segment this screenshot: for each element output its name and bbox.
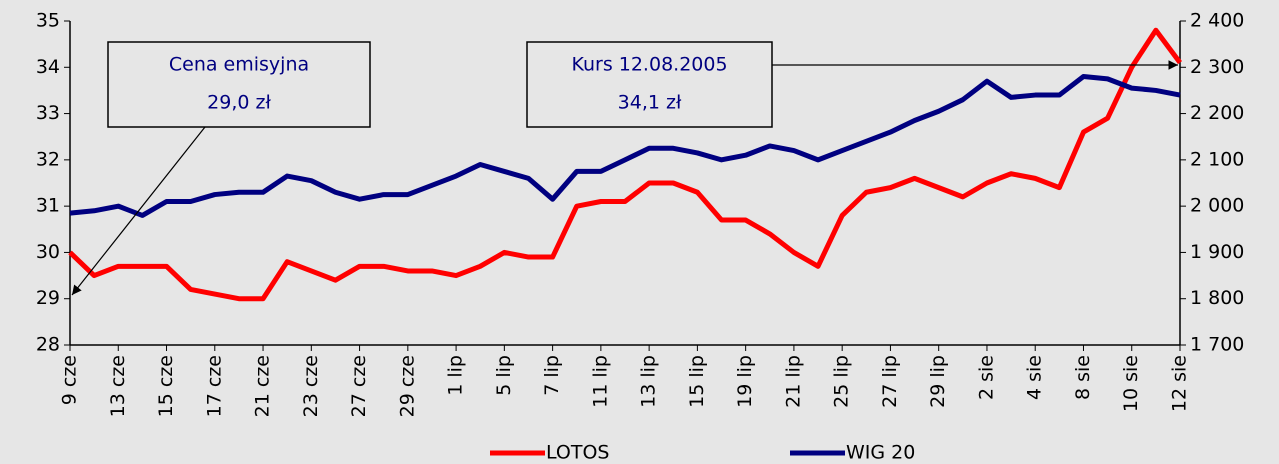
annotation-text: 34,1 zł xyxy=(618,92,682,114)
y2-tick-label: 2 300 xyxy=(1190,56,1244,78)
y2-tick-label: 2 000 xyxy=(1190,195,1244,217)
legend-label: WIG 20 xyxy=(846,442,915,464)
y-tick-label: 28 xyxy=(36,334,60,356)
y-tick-label: 33 xyxy=(36,102,60,124)
x-tick-label: 27 cze xyxy=(348,355,370,417)
x-tick-label: 2 sie xyxy=(975,355,997,400)
x-tick-label: 15 lip xyxy=(686,355,708,408)
x-tick-label: 29 lip xyxy=(927,355,949,408)
y2-tick-label: 2 400 xyxy=(1190,10,1244,32)
series-line xyxy=(68,27,1183,302)
x-tick-label: 19 lip xyxy=(734,355,756,408)
x-tick-label: 27 lip xyxy=(879,355,901,408)
y2-tick-label: 1 800 xyxy=(1190,287,1244,309)
annotation-text: Kurs 12.08.2005 xyxy=(571,54,727,76)
annotation-text: Cena emisyjna xyxy=(169,54,309,76)
x-tick-label: 15 cze xyxy=(155,355,177,417)
x-tick-label: 8 sie xyxy=(1072,355,1094,400)
x-tick-label: 11 lip xyxy=(589,355,611,408)
y-tick-label: 29 xyxy=(36,287,60,309)
y-tick-label: 34 xyxy=(36,56,60,78)
x-tick-label: 25 lip xyxy=(831,355,853,408)
y-tick-label: 35 xyxy=(36,10,60,32)
x-tick-label: 1 lip xyxy=(445,355,467,396)
annotation-box xyxy=(526,41,773,128)
x-tick-label: 21 cze xyxy=(252,355,274,417)
annotation-box xyxy=(107,41,371,128)
legend-label: LOTOS xyxy=(546,442,610,464)
series-line xyxy=(69,74,1181,218)
y-tick-label: 31 xyxy=(36,195,60,217)
y2-tick-label: 1 900 xyxy=(1190,241,1244,263)
y-tick-label: 30 xyxy=(36,241,60,263)
x-tick-label: 23 cze xyxy=(300,355,322,417)
y2-tick-label: 2 200 xyxy=(1190,102,1244,124)
y-tick-label: 32 xyxy=(36,148,60,170)
y2-tick-label: 2 100 xyxy=(1190,148,1244,170)
annotation-arrow xyxy=(71,126,206,296)
y2-tick-label: 1 700 xyxy=(1190,334,1244,356)
x-tick-label: 10 sie xyxy=(1120,355,1142,412)
x-tick-label: 17 cze xyxy=(203,355,225,417)
x-tick-label: 29 cze xyxy=(396,355,418,417)
x-tick-label: 5 lip xyxy=(493,355,515,396)
x-tick-label: 9 cze xyxy=(59,355,81,405)
annotation-text: 29,0 zł xyxy=(207,92,271,114)
x-tick-label: 13 lip xyxy=(638,355,660,408)
x-tick-label: 21 lip xyxy=(782,355,804,408)
x-tick-label: 4 sie xyxy=(1024,355,1046,400)
x-tick-label: 7 lip xyxy=(541,355,563,396)
x-tick-label: 12 sie xyxy=(1169,355,1191,412)
x-tick-label: 13 cze xyxy=(107,355,129,417)
